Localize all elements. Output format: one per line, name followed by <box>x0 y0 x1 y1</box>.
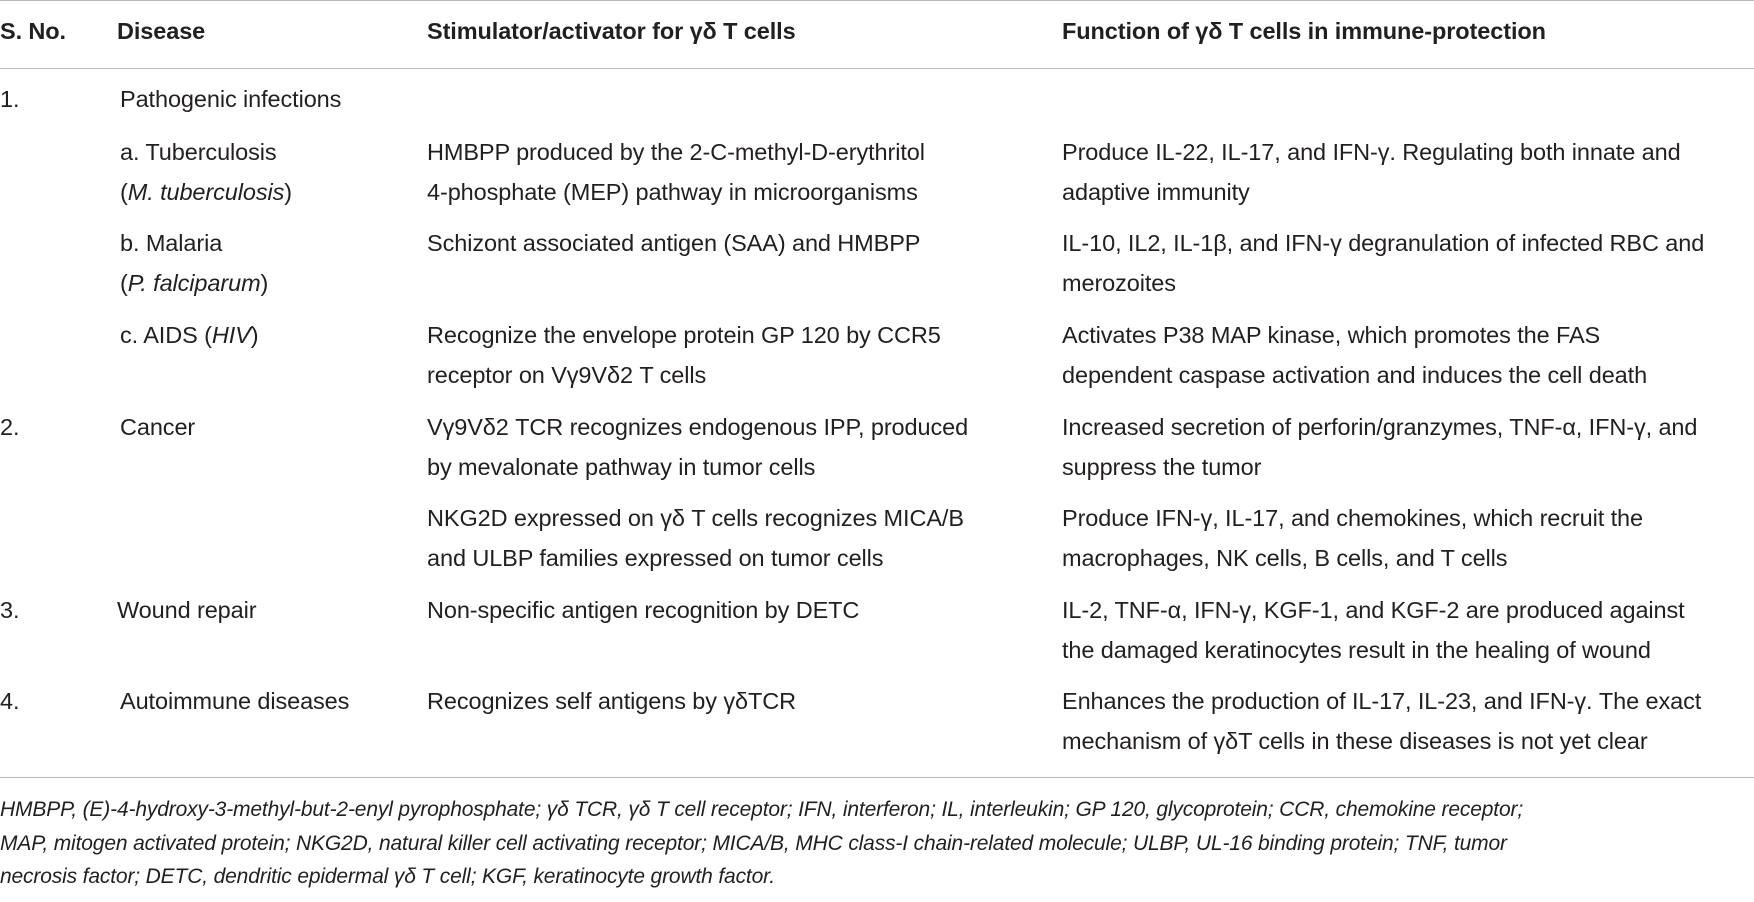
wound-sno: 3. <box>0 597 20 623</box>
tb-function: Produce IL-22, IL-17, and IFN-γ. Regulat… <box>1062 139 1681 205</box>
footnote-line: necrosis factor; DETC, dendritic epiderm… <box>0 865 775 888</box>
cancer-function-b: Produce IFN-γ, IL-17, and chemokines, wh… <box>1062 505 1643 571</box>
autoimmune-disease: Autoimmune diseases <box>120 688 350 714</box>
autoimmune-stimulator: Recognizes self antigens by γδTCR <box>427 688 796 714</box>
cancer-stimulator-b: NKG2D expressed on γδ T cells recognizes… <box>427 505 964 571</box>
footnote-line: MAP, mitogen activated protein; NKG2D, n… <box>0 831 1507 855</box>
tb-stimulator: HMBPP produced by the 2-C-methyl-D-eryth… <box>427 139 925 205</box>
wound-disease: Wound repair <box>117 597 257 623</box>
malaria-stimulator: Schizont associated antigen (SAA) and HM… <box>427 230 921 256</box>
malaria-function: IL-10, IL2, IL-1β, and IFN-γ degranulati… <box>1062 230 1705 296</box>
tb-disease: a. Tuberculosis (M. tuberculosis) <box>120 139 292 205</box>
header-disease: Disease <box>117 18 206 44</box>
table-footnote: HMBPP, (E)-4-hydroxy-3-methyl-but-2-enyl… <box>0 793 1754 894</box>
aids-disease: c. AIDS (HIV) <box>120 322 259 348</box>
cancer-disease: Cancer <box>120 414 196 440</box>
cancer-stimulator-a: Vγ9Vδ2 TCR recognizes endogenous IPP, pr… <box>427 414 969 480</box>
aids-stimulator: Recognize the envelope protein GP 120 by… <box>427 322 941 388</box>
aids-function: Activates P38 MAP kinase, which promotes… <box>1062 322 1648 388</box>
table-top-rule <box>0 0 1754 1</box>
autoimmune-function: Enhances the production of IL-17, IL-23,… <box>1062 688 1702 754</box>
table-bottom-rule <box>0 777 1754 778</box>
row1-disease: Pathogenic infections <box>120 86 342 112</box>
cancer-sno: 2. <box>0 414 20 440</box>
cancer-function-a: Increased secretion of perforin/granzyme… <box>1062 414 1698 480</box>
header-function: Function of γδ T cells in immune-protect… <box>1062 18 1546 44</box>
header-rule <box>0 68 1754 69</box>
header-sno: S. No. <box>0 18 66 44</box>
autoimmune-sno: 4. <box>0 688 20 714</box>
wound-stimulator: Non-specific antigen recognition by DETC <box>427 597 860 623</box>
malaria-disease: b. Malaria (P. falciparum) <box>120 230 269 296</box>
header-stimulator: Stimulator/activator for γδ T cells <box>427 18 796 44</box>
footnote-line: HMBPP, (E)-4-hydroxy-3-methyl-but-2-enyl… <box>0 798 1524 821</box>
row1-sno: 1. <box>0 86 20 112</box>
wound-function: IL-2, TNF-α, IFN-γ, KGF-1, and KGF-2 are… <box>1062 597 1685 663</box>
